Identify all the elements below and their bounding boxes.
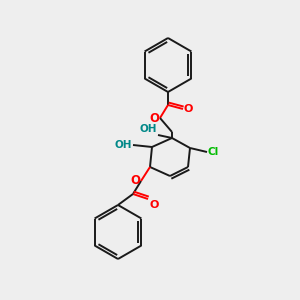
Text: O: O	[149, 112, 159, 124]
Text: OH: OH	[140, 124, 157, 134]
Text: O: O	[184, 104, 194, 114]
Text: O: O	[149, 200, 158, 210]
Text: OH: OH	[115, 140, 132, 150]
Text: O: O	[130, 175, 140, 188]
Text: Cl: Cl	[208, 147, 219, 157]
